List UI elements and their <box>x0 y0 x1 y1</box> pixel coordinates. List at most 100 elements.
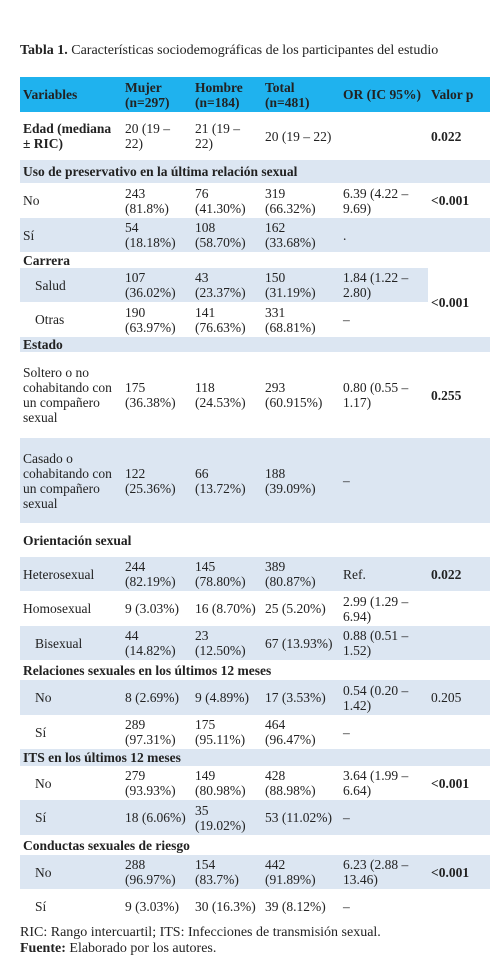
cell-mujer: 9 (3.03%) <box>125 601 179 616</box>
table-row: No 8 (2.69%) 9 (4.89%) 17 (3.53%) 0.54 (0.20… <box>20 680 490 715</box>
cell-total: 389 (80.87%) <box>262 557 340 591</box>
cell-total: 331 (68.81%) <box>265 304 316 335</box>
table-row: No 243 (81.8%) 76 (41.30%) 319 (66.32%) 6.39… <box>20 183 490 218</box>
row-label: Homosexual <box>23 601 92 616</box>
cell-mujer: 122 (25.36%) <box>122 438 192 523</box>
table-row: Sí 54 (18.18%) 108 (58.70%) 162 (33.68%). <box>20 218 490 252</box>
cell-total: 293 (60.915%) <box>265 380 323 410</box>
row-label: No <box>20 680 122 715</box>
cell-total: 150 (31.19%) <box>262 268 340 302</box>
p-value: 0.255 <box>431 387 462 403</box>
section-header: Conductas sexuales de riesgo <box>23 837 190 853</box>
table-row: Sí 289 (97.31%) 175 (95.11%) 464 (96.47%) – <box>20 715 490 749</box>
cell-hombre: 118 (24.53%) <box>195 380 246 410</box>
cell-total: 17 (3.53%) <box>262 680 340 715</box>
cell-mujer: 244 (82.19%) <box>122 557 192 591</box>
cell-mujer: 18 (6.06%) <box>122 800 192 835</box>
header-cell: Total (n=481) <box>262 77 340 112</box>
row-label: Bisexual <box>20 626 122 660</box>
cell-or: – <box>343 312 350 327</box>
cell-or: 6.39 (4.22 – 9.69) <box>343 185 409 216</box>
cell-total: 162 (33.68%) <box>262 218 340 252</box>
header-cell: Variables <box>20 77 122 112</box>
cell-mujer: 107 (36.02%) <box>122 268 192 302</box>
cell-hombre: 9 (4.89%) <box>192 680 262 715</box>
p-value: <0.001 <box>428 268 490 337</box>
p-value <box>428 218 490 252</box>
caption: Tabla 1. Características sociodemográfic… <box>20 43 490 58</box>
cell-hombre: 35 (19.02%) <box>192 800 262 835</box>
table-row: ITS en los últimos 12 meses <box>20 749 490 766</box>
cell-or: Ref. <box>340 557 428 591</box>
row-label: Sí <box>35 724 47 740</box>
cell-hombre: 30 (16.3%) <box>195 898 256 914</box>
cell-hombre: 66 (13.72%) <box>192 438 262 523</box>
section-header: Estado <box>20 337 490 352</box>
cell-mujer: 190 (63.97%) <box>125 304 176 335</box>
section-header: Orientación sexual <box>23 532 132 548</box>
row-label: No <box>23 193 40 208</box>
section-header: Uso de preservativo en la última relació… <box>20 160 490 183</box>
header-row: Variables Mujer (n=297) Hombre (n=184) Tota… <box>20 77 490 112</box>
table-row: Casado o cohabitando con un compañero se… <box>20 438 490 523</box>
p-value <box>428 715 490 749</box>
cell-or: 0.54 (0.20 – 1.42) <box>340 680 428 715</box>
cell-mujer: 288 (96.97%) <box>122 855 192 889</box>
cell-hombre: 175 (95.11%) <box>195 717 246 747</box>
row-label: No <box>20 855 122 889</box>
cell-hombre: 21 (19 – 22) <box>195 121 240 151</box>
p-value <box>428 800 490 835</box>
data-table: Variables Mujer (n=297) Hombre (n=184) Tota… <box>20 77 490 923</box>
source: Fuente: Elaborado por los autores. <box>20 941 490 957</box>
footnotes: RIC: Rango intercuartil; ITS: Infeccione… <box>20 925 490 957</box>
row-label: Soltero o no cohabitando con un compañer… <box>23 365 112 425</box>
cell-hombre: 23 (12.50%) <box>192 626 262 660</box>
header-cell: OR (IC 95%) <box>340 77 428 112</box>
cell-mujer: 243 (81.8%) <box>125 185 169 216</box>
p-value <box>428 626 490 660</box>
p-value: 0.022 <box>431 128 462 144</box>
table-row: Homosexual 9 (3.03%) 16 (8.70%) 25 (5.20%) 2… <box>20 591 490 626</box>
cell-total: 25 (5.20%) <box>265 601 326 616</box>
cell-or: 2.99 (1.29 – 6.94) <box>343 593 409 624</box>
row-label: Heterosexual <box>20 557 122 591</box>
p-value: <0.001 <box>431 193 470 208</box>
table-row: Relaciones sexuales en los últimos 12 me… <box>20 660 490 680</box>
table-row: Edad (mediana ± RIC) 20 (19 – 22) 21 (19 –… <box>20 112 490 160</box>
cell-or: – <box>343 898 350 914</box>
section-header: Carrera <box>23 252 70 268</box>
cell-hombre: 141 (76.63%) <box>195 304 246 335</box>
cell-hombre: 154 (83.7%) <box>192 855 262 889</box>
cell-hombre: 108 (58.70%) <box>192 218 262 252</box>
table-row: Soltero o no cohabitando con un compañer… <box>20 352 490 438</box>
p-value <box>428 438 490 523</box>
caption-text: Características sociodemográficas de los… <box>71 43 439 58</box>
cell-or: – <box>340 438 428 523</box>
cell-total: 188 (39.09%) <box>262 438 340 523</box>
cell-mujer: 44 (14.82%) <box>122 626 192 660</box>
table-row: Orientación sexual <box>20 523 490 557</box>
cell-mujer: 20 (19 – 22) <box>125 121 170 151</box>
cell-total: 442 (91.89%) <box>262 855 340 889</box>
cell-hombre: 76 (41.30%) <box>195 185 246 216</box>
cell-mujer: 289 (97.31%) <box>125 717 176 747</box>
table-row: Sí 18 (6.06%) 35 (19.02%) 53 (11.02%) – <box>20 800 490 835</box>
p-value: <0.001 <box>431 775 470 791</box>
table-body: Edad (mediana ± RIC) 20 (19 – 22) 21 (19 –… <box>20 112 490 923</box>
abbreviations: RIC: Rango intercuartil; ITS: Infeccione… <box>20 925 381 940</box>
cell-hombre: 145 (78.80%) <box>192 557 262 591</box>
cell-or: 3.64 (1.99 – 6.64) <box>343 768 409 798</box>
header-cell: Hombre (n=184) <box>192 77 262 112</box>
table-row: Bisexual 44 (14.82%) 23 (12.50%) 67 (13.93%… <box>20 626 490 660</box>
cell-total: 428 (88.98%) <box>265 768 316 798</box>
section-header: ITS en los últimos 12 meses <box>20 749 490 766</box>
table-row: Sí 9 (3.03%) 30 (16.3%) 39 (8.12%) – <box>20 889 490 923</box>
cell-mujer: 175 (36.38%) <box>125 380 176 410</box>
section-header: Relaciones sexuales en los últimos 12 me… <box>23 662 272 678</box>
cell-or: – <box>343 724 350 740</box>
table-row: Salud 107 (36.02%) 43 (23.37%) 150 (31.19%)… <box>20 268 490 337</box>
cell-total: 319 (66.32%) <box>265 185 316 216</box>
cell-or: . <box>340 218 428 252</box>
p-value <box>428 591 490 626</box>
